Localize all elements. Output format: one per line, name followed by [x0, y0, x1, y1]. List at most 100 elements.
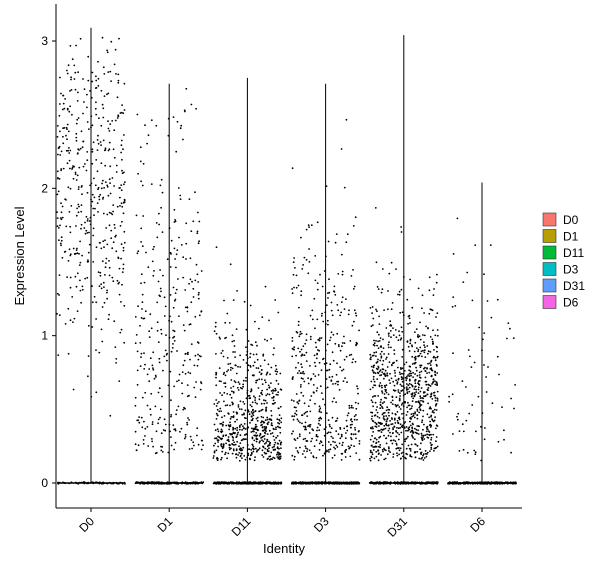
data-point [97, 60, 99, 63]
data-point [108, 130, 111, 132]
data-point [396, 411, 399, 413]
data-point [311, 437, 313, 440]
data-point [382, 338, 384, 341]
data-point [88, 220, 91, 222]
data-point [93, 177, 95, 180]
data-point [411, 344, 413, 347]
data-point [429, 420, 431, 423]
data-point [456, 418, 459, 421]
data-point [405, 429, 407, 432]
data-point [426, 367, 428, 370]
data-point [60, 218, 63, 221]
data-point [214, 437, 216, 440]
data-point [99, 193, 102, 196]
data-point [229, 369, 232, 371]
y-tick-label: 0 [41, 476, 48, 490]
data-point [262, 440, 265, 443]
data-point [61, 216, 64, 219]
data-point [169, 294, 172, 296]
data-point [215, 412, 218, 415]
data-point [309, 399, 312, 401]
data-point [121, 169, 123, 172]
data-point [176, 380, 178, 383]
data-point [426, 433, 429, 436]
data-point [268, 447, 270, 450]
data-point [107, 194, 110, 197]
data-point [65, 199, 67, 201]
data-point [345, 118, 348, 121]
data-point [322, 320, 325, 323]
data-point [349, 340, 352, 342]
data-point [312, 373, 315, 375]
data-point [394, 413, 397, 416]
data-point [292, 400, 295, 402]
data-point [160, 449, 163, 452]
data-point [418, 383, 420, 386]
data-point [258, 327, 260, 330]
data-point [391, 423, 394, 425]
data-point [429, 351, 432, 353]
data-point [82, 112, 84, 115]
data-point [78, 264, 81, 266]
data-point [409, 450, 412, 452]
data-point [346, 381, 348, 384]
data-point [91, 301, 94, 304]
data-point [269, 373, 271, 376]
data-point [351, 361, 354, 364]
data-point [381, 407, 384, 409]
data-point [370, 356, 372, 359]
data-point [108, 313, 110, 316]
data-point [348, 309, 350, 312]
data-point [338, 345, 340, 348]
data-point [218, 380, 221, 382]
data-point [58, 239, 60, 242]
data-point [151, 260, 154, 263]
data-point [154, 374, 157, 377]
data-point [141, 308, 143, 310]
data-point [81, 254, 83, 257]
data-point [173, 428, 176, 431]
data-point [60, 236, 63, 239]
data-point [380, 384, 383, 387]
data-point [398, 330, 400, 333]
data-point [404, 440, 406, 443]
data-point [120, 151, 122, 154]
data-point [147, 266, 150, 269]
data-point [68, 248, 71, 251]
data-point [293, 458, 296, 461]
data-point [215, 405, 218, 407]
data-point [350, 419, 352, 421]
data-point [78, 149, 80, 151]
data-point [154, 405, 157, 408]
data-point [182, 364, 185, 367]
data-point [267, 457, 269, 460]
data-point [352, 269, 354, 271]
data-point [419, 448, 421, 451]
data-point [80, 301, 82, 304]
data-point [140, 227, 143, 230]
data-point [118, 281, 121, 284]
data-point [140, 317, 143, 319]
data-point [76, 100, 79, 102]
data-point [391, 364, 393, 367]
data-point [417, 388, 420, 391]
data-point [70, 78, 72, 81]
data-point [377, 288, 380, 290]
data-point [388, 332, 390, 335]
data-point [292, 273, 295, 276]
data-point [339, 428, 342, 430]
data-point [296, 450, 299, 452]
data-point [196, 427, 199, 430]
data-point [233, 444, 235, 446]
data-point [59, 130, 61, 133]
data-point [232, 439, 235, 442]
data-point [308, 226, 310, 229]
data-point [102, 196, 105, 199]
data-point [400, 337, 403, 340]
data-point [291, 340, 294, 342]
data-point [213, 330, 216, 333]
data-point [221, 430, 224, 433]
data-point [250, 449, 253, 451]
data-point [99, 274, 102, 277]
data-point [260, 415, 263, 418]
